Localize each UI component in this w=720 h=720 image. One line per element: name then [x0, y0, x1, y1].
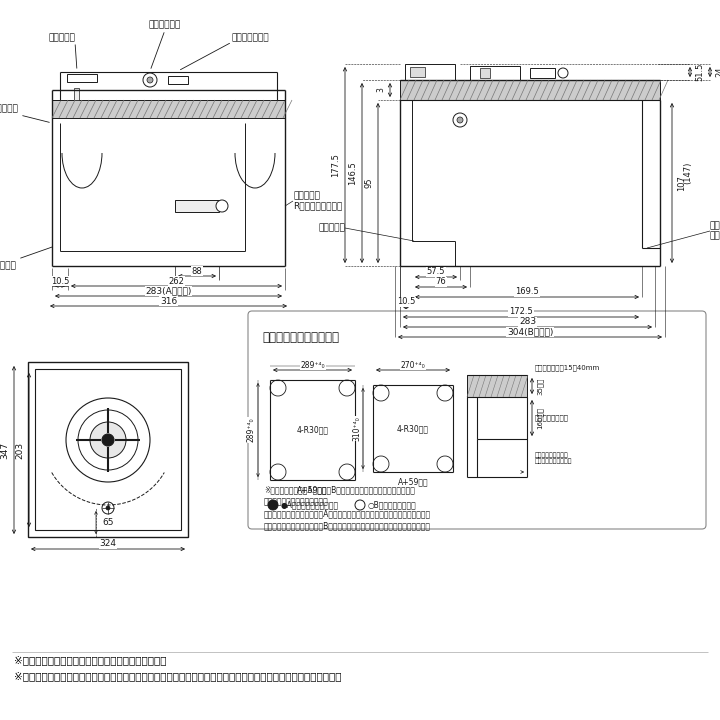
Text: 35以上: 35以上 — [537, 377, 544, 395]
Bar — [28, 362, 188, 537]
Text: 347: 347 — [0, 441, 9, 459]
Text: ２．ワークトップ穴開け寸法Bタイプ　・・・・・・前後各１ケ使用（計２ケ）: ２．ワークトップ穴開け寸法Bタイプ ・・・・・・前後各１ケ使用（計２ケ） — [264, 521, 431, 530]
Text: 203: 203 — [15, 441, 24, 459]
Circle shape — [66, 398, 150, 482]
Text: 324: 324 — [99, 539, 117, 549]
Bar — [175, 200, 219, 212]
Text: ※単体設置タイプにつきオーブン接続はできません。: ※単体設置タイプにつきオーブン接続はできません。 — [14, 655, 166, 665]
Text: 88: 88 — [192, 266, 202, 276]
Text: 51.5: 51.5 — [695, 63, 704, 81]
Text: 107: 107 — [677, 175, 686, 191]
Text: A+59以下: A+59以下 — [397, 477, 428, 487]
Text: 262: 262 — [168, 276, 184, 286]
Bar — [168, 76, 188, 84]
Text: ガス接続口
R１／２（オネジ）: ガス接続口 R１／２（オネジ） — [293, 192, 342, 211]
Text: 本体案内板の取䦄位置について: 本体案内板の取䦄位置について — [264, 497, 329, 506]
Text: 270⁺⁴₀: 270⁺⁴₀ — [400, 361, 426, 369]
Text: 146.5: 146.5 — [348, 161, 357, 185]
Text: 電池交換サイン: 電池交換サイン — [232, 33, 269, 42]
Bar — [405, 64, 455, 80]
Circle shape — [457, 117, 463, 123]
Text: 電池ケース: 電池ケース — [0, 261, 16, 270]
Bar — [35, 369, 181, 530]
Bar — [67, 74, 97, 82]
Circle shape — [453, 113, 467, 127]
Text: 169.5: 169.5 — [515, 287, 539, 297]
Text: 160以上: 160以上 — [537, 407, 544, 429]
Text: 310⁺⁴₀: 310⁺⁴₀ — [352, 416, 361, 441]
Text: 283: 283 — [519, 318, 536, 326]
Text: ワークトップ穴開け寸法: ワークトップ穴開け寸法 — [262, 331, 339, 344]
Text: A+59以下: A+59以下 — [297, 485, 328, 495]
Text: ※取替にあたって、Aタイプ・Bタイプのどちらでも設置が可能です。: ※取替にあたって、Aタイプ・Bタイプのどちらでも設置が可能です。 — [264, 485, 415, 494]
Text: 95: 95 — [364, 178, 373, 188]
Text: 172.5: 172.5 — [509, 307, 533, 317]
Circle shape — [102, 502, 114, 514]
Text: 4-R30以下: 4-R30以下 — [397, 424, 429, 433]
Bar — [530, 68, 555, 78]
Bar — [400, 80, 660, 100]
Text: １．ワークトップ穴開け寸法Aタイプ　・・・・・・左右各１ケ使用（計２ケ）: １．ワークトップ穴開け寸法Aタイプ ・・・・・・左右各１ケ使用（計２ケ） — [264, 509, 431, 518]
Text: 304(Bタイプ): 304(Bタイプ) — [507, 328, 553, 336]
Text: 316: 316 — [160, 297, 177, 305]
Bar — [410, 67, 425, 77]
Text: 10.5: 10.5 — [397, 297, 415, 307]
Text: 3: 3 — [376, 88, 385, 92]
Circle shape — [355, 500, 365, 510]
Text: 289⁺⁴₀: 289⁺⁴₀ — [247, 418, 256, 442]
Text: 76: 76 — [436, 277, 446, 287]
Text: 57.5: 57.5 — [427, 268, 445, 276]
Text: 24: 24 — [715, 67, 720, 77]
Bar — [470, 66, 520, 80]
Text: 電池交換必要寸法: 電池交換必要寸法 — [535, 415, 569, 421]
Text: 289⁺⁴₀: 289⁺⁴₀ — [300, 361, 325, 369]
Bar — [52, 100, 285, 118]
Text: 10.5: 10.5 — [51, 276, 69, 286]
Text: (147): (147) — [683, 162, 693, 184]
Circle shape — [147, 77, 153, 83]
Text: 温度センサ: 温度センサ — [48, 33, 75, 42]
Circle shape — [268, 500, 278, 510]
Text: 本体案内板: 本体案内板 — [0, 104, 18, 113]
Text: 65: 65 — [102, 518, 114, 527]
Text: 本体取䦄
アングル: 本体取䦄 アングル — [710, 221, 720, 240]
Circle shape — [78, 410, 138, 470]
FancyBboxPatch shape — [248, 311, 706, 529]
Circle shape — [90, 422, 126, 458]
Text: ●Aタイプ（標準穴寸法）: ●Aタイプ（標準穴寸法） — [281, 500, 339, 510]
Bar — [480, 68, 490, 78]
Text: 器具栓つまみ: 器具栓つまみ — [149, 20, 181, 29]
Circle shape — [106, 506, 110, 510]
Text: ※本機器は防火性能評定品であり、周図に可燃物がある場合は防火性能評定品ラベル内容に従って設置してください: ※本機器は防火性能評定品であり、周図に可燃物がある場合は防火性能評定品ラベル内容… — [14, 671, 341, 681]
Text: 283(Aタイプ): 283(Aタイプ) — [145, 287, 192, 295]
Text: 本体案内板: 本体案内板 — [318, 223, 345, 233]
Bar — [74, 88, 79, 100]
Text: ○Bタイプ（穴寸法）: ○Bタイプ（穴寸法） — [368, 500, 417, 510]
Text: 4-R30以下: 4-R30以下 — [297, 426, 328, 434]
Bar — [467, 375, 527, 397]
Text: 電池交換出来る様に
配置されていること。: 電池交換出来る様に 配置されていること。 — [535, 452, 572, 464]
Circle shape — [143, 73, 157, 87]
Circle shape — [216, 200, 228, 212]
Text: 177.5: 177.5 — [331, 153, 340, 177]
Circle shape — [558, 68, 568, 78]
Text: カウンター厉み15～40mm: カウンター厉み15～40mm — [535, 365, 600, 372]
Circle shape — [102, 434, 114, 446]
